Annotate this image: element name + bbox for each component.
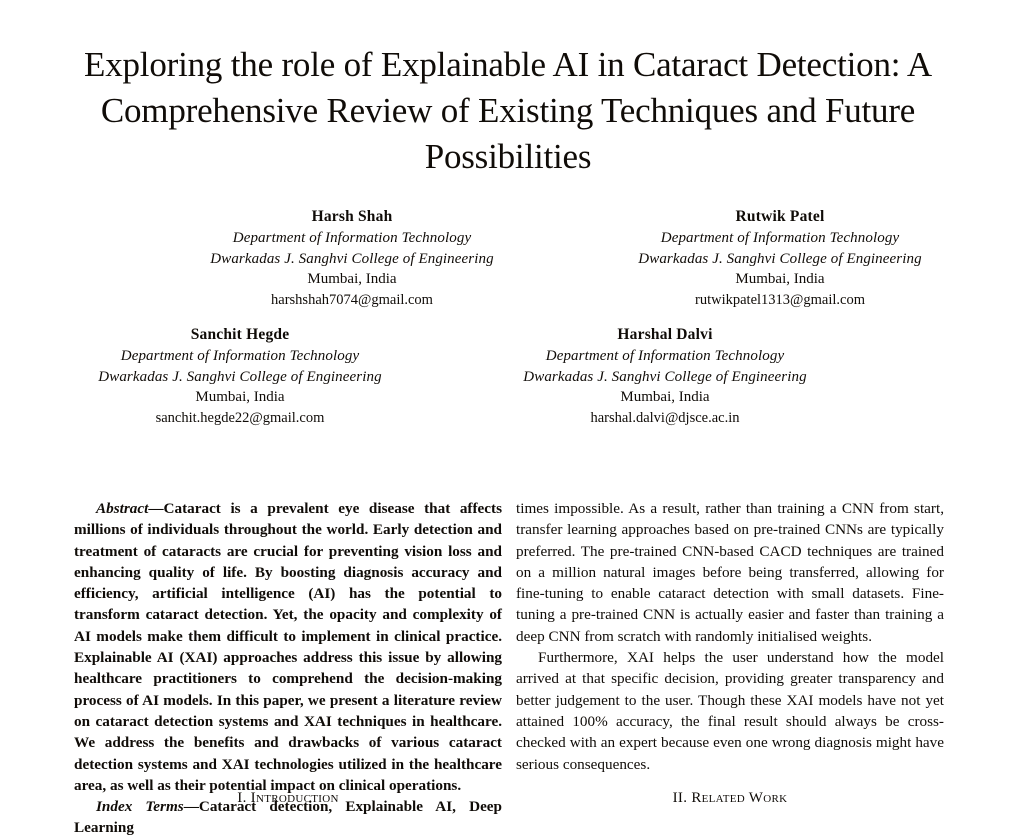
abstract-dash: — <box>148 500 164 517</box>
author-college: Dwarkadas J. Sanghvi College of Engineer… <box>98 368 382 385</box>
author-row-1: Harsh Shah Department of Information Tec… <box>0 206 1016 324</box>
author-department: Department of Information Technology <box>660 230 900 246</box>
page-title: Exploring the role of Explainable AI in … <box>84 45 932 176</box>
author-city: Mumbai, India <box>620 389 710 405</box>
author-name: Rutwik Patel <box>735 208 825 225</box>
column-right: times impossible. As a result, rather th… <box>516 498 944 775</box>
author-block-rutwik-patel: Rutwik Patel Department of Information T… <box>560 206 1000 311</box>
author-college: Dwarkadas J. Sanghvi College of Engineer… <box>523 368 807 385</box>
right-paragraph-2: Furthermore, XAI helps the user understa… <box>516 649 944 773</box>
abstract-text: Cataract is a prevalent eye disease that… <box>74 500 502 794</box>
author-block-harsh-shah: Harsh Shah Department of Information Tec… <box>132 206 572 311</box>
author-city: Mumbai, India <box>195 389 285 405</box>
section-heading-related-work: II. Related Work <box>672 790 788 806</box>
section-heading-introduction: I. Introduction <box>237 790 339 806</box>
abstract-paragraph: Abstract—Cataract is a prevalent eye dis… <box>74 498 502 796</box>
author-city: Mumbai, India <box>307 271 397 287</box>
author-list: Harsh Shah Department of Information Tec… <box>0 206 1016 442</box>
author-department: Department of Information Technology <box>545 348 785 364</box>
column-left: Abstract—Cataract is a prevalent eye dis… <box>74 498 502 839</box>
author-department: Department of Information Technology <box>232 230 472 246</box>
author-name: Harshal Dalvi <box>617 326 713 343</box>
author-email[interactable]: sanchit.hegde22@gmail.com <box>155 410 325 426</box>
author-block-sanchit-hegde: Sanchit Hegde Department of Information … <box>20 324 460 429</box>
right-paragraph-1: times impossible. As a result, rather th… <box>516 500 944 645</box>
section-heading-introduction-wrap: I. Introduction <box>74 790 502 807</box>
author-name: Harsh Shah <box>311 208 393 225</box>
author-college: Dwarkadas J. Sanghvi College of Engineer… <box>638 250 922 267</box>
author-name: Sanchit Hegde <box>190 326 290 343</box>
author-block-harshal-dalvi: Harshal Dalvi Department of Information … <box>445 324 885 429</box>
author-city: Mumbai, India <box>735 271 825 287</box>
author-college: Dwarkadas J. Sanghvi College of Engineer… <box>210 250 494 267</box>
author-row-2: Sanchit Hegde Department of Information … <box>0 324 1016 442</box>
section-heading-related-work-wrap: II. Related Work <box>516 790 944 807</box>
paper-page: Exploring the role of Explainable AI in … <box>0 45 1016 836</box>
author-email[interactable]: harshal.dalvi@djsce.ac.in <box>590 410 740 426</box>
abstract-label: Abstract <box>96 500 149 517</box>
author-department: Department of Information Technology <box>120 348 360 364</box>
author-email[interactable]: rutwikpatel1313@gmail.com <box>695 292 865 308</box>
author-email[interactable]: harshshah7074@gmail.com <box>271 292 433 308</box>
